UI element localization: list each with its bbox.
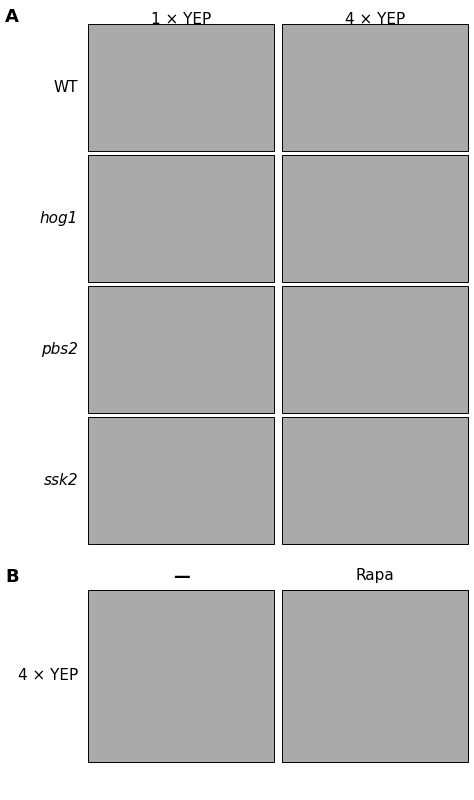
Bar	[88, 286, 274, 413]
Text: 4 × YEP: 4 × YEP	[18, 669, 78, 683]
Text: pbs2: pbs2	[41, 342, 78, 357]
Text: A: A	[5, 8, 19, 26]
Text: 4 × YEP: 4 × YEP	[345, 12, 405, 27]
Bar	[282, 155, 468, 282]
Text: WT: WT	[54, 80, 78, 95]
Text: hog1: hog1	[40, 211, 78, 226]
Text: 1 × YEP: 1 × YEP	[151, 12, 211, 27]
Bar	[282, 286, 468, 413]
Bar	[282, 590, 468, 762]
Text: Rapa: Rapa	[356, 568, 394, 583]
Text: B: B	[5, 568, 18, 586]
Bar	[88, 155, 274, 282]
Bar	[88, 417, 274, 544]
Text: —: —	[173, 568, 189, 586]
Bar	[282, 24, 468, 151]
Bar	[88, 24, 274, 151]
Bar	[88, 590, 274, 762]
Bar	[282, 417, 468, 544]
Text: ssk2: ssk2	[44, 473, 78, 488]
